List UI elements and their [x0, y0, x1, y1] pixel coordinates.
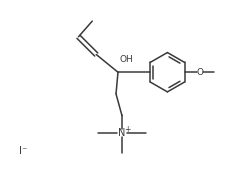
Text: +: +: [125, 125, 131, 134]
Text: N: N: [118, 128, 126, 138]
Text: OH: OH: [120, 55, 134, 64]
Text: O: O: [197, 68, 204, 77]
Text: I⁻: I⁻: [19, 146, 28, 156]
